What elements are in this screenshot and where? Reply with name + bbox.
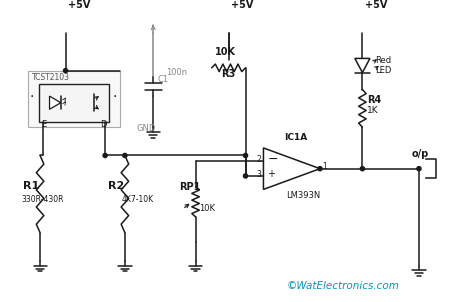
Text: 10K: 10K xyxy=(215,47,237,57)
Text: R2: R2 xyxy=(108,182,124,191)
Text: ©WatElectronics.com: ©WatElectronics.com xyxy=(287,281,400,291)
Text: R4: R4 xyxy=(367,95,381,105)
Text: 10K: 10K xyxy=(199,204,215,213)
Circle shape xyxy=(63,69,68,73)
Text: IC1A: IC1A xyxy=(284,133,307,143)
Text: LED: LED xyxy=(376,66,392,75)
Text: R1: R1 xyxy=(23,182,40,191)
Text: −: − xyxy=(267,153,278,166)
Text: GND: GND xyxy=(136,124,156,133)
Polygon shape xyxy=(50,96,61,109)
Text: o/p: o/p xyxy=(411,149,429,159)
Text: ·: · xyxy=(113,90,117,104)
Circle shape xyxy=(360,167,365,171)
Circle shape xyxy=(318,167,322,171)
Circle shape xyxy=(103,153,107,158)
Text: +5V: +5V xyxy=(231,0,254,10)
Text: 4K7-10K: 4K7-10K xyxy=(121,195,153,204)
Text: 1: 1 xyxy=(322,162,327,171)
Circle shape xyxy=(243,153,248,158)
Text: D: D xyxy=(100,120,107,129)
Bar xyxy=(28,71,120,127)
Text: 1K: 1K xyxy=(367,106,379,115)
Circle shape xyxy=(243,174,248,178)
Text: +: + xyxy=(267,169,275,179)
Text: +5V: +5V xyxy=(365,0,387,10)
Text: RP1: RP1 xyxy=(178,182,200,192)
Circle shape xyxy=(123,153,127,158)
Text: LM393N: LM393N xyxy=(286,191,320,200)
Text: E: E xyxy=(41,120,46,129)
Text: R3: R3 xyxy=(221,69,235,79)
Text: +5V: +5V xyxy=(69,0,91,10)
Text: 3: 3 xyxy=(257,169,262,178)
Text: Red: Red xyxy=(376,56,392,65)
Bar xyxy=(39,84,109,122)
Text: 330R-430R: 330R-430R xyxy=(21,195,64,204)
Text: TCST2103: TCST2103 xyxy=(31,73,69,82)
Text: 100n: 100n xyxy=(167,68,188,77)
Text: ·: · xyxy=(30,90,34,104)
Text: C1: C1 xyxy=(158,75,169,84)
Circle shape xyxy=(417,167,421,171)
Text: 2: 2 xyxy=(257,155,262,164)
